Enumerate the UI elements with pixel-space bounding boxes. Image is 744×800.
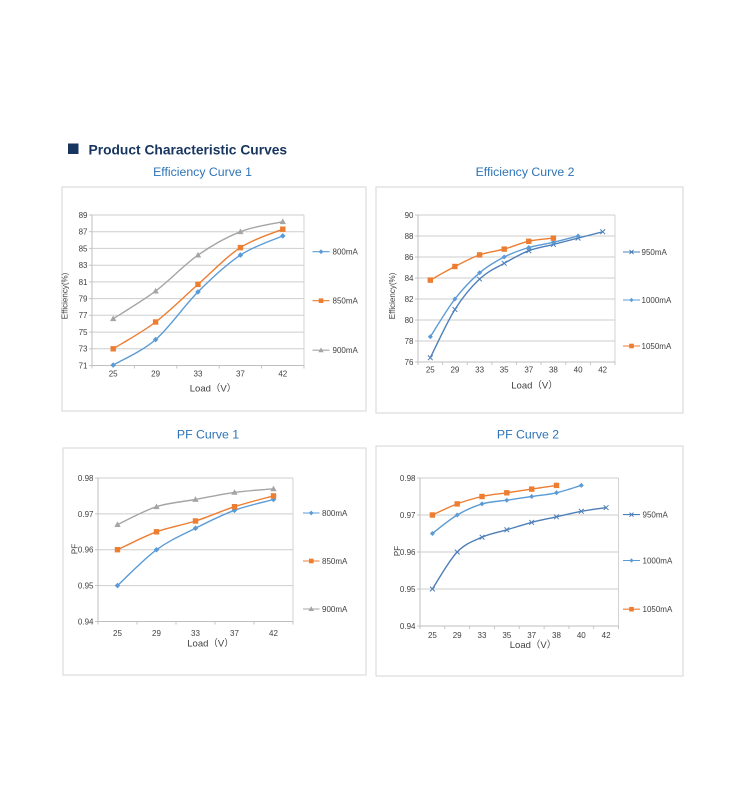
- svg-text:1000mA: 1000mA: [642, 296, 672, 305]
- svg-text:29: 29: [453, 631, 462, 640]
- svg-text:Product Characteristic Curves: Product Characteristic Curves: [89, 142, 288, 157]
- svg-text:87: 87: [79, 228, 88, 237]
- svg-text:76: 76: [405, 358, 414, 367]
- svg-text:25: 25: [109, 370, 118, 379]
- svg-text:33: 33: [191, 629, 200, 638]
- svg-text:77: 77: [79, 311, 88, 320]
- svg-text:PF Curve 2: PF Curve 2: [497, 427, 559, 441]
- svg-text:82: 82: [405, 295, 414, 304]
- svg-text:78: 78: [405, 337, 414, 346]
- svg-text:25: 25: [113, 629, 122, 638]
- svg-text:38: 38: [552, 631, 561, 640]
- svg-text:850mA: 850mA: [322, 557, 348, 566]
- svg-text:73: 73: [79, 345, 88, 354]
- svg-text:86: 86: [405, 253, 414, 262]
- svg-text:0.96: 0.96: [78, 546, 94, 555]
- svg-text:84: 84: [405, 274, 414, 283]
- svg-text:42: 42: [598, 366, 607, 375]
- svg-text:800mA: 800mA: [333, 248, 359, 257]
- svg-text:29: 29: [151, 370, 160, 379]
- svg-text:33: 33: [478, 631, 487, 640]
- svg-text:71: 71: [79, 361, 88, 370]
- svg-text:850mA: 850mA: [333, 297, 359, 306]
- svg-text:0.95: 0.95: [400, 585, 416, 594]
- svg-text:40: 40: [574, 366, 583, 375]
- svg-text:88: 88: [405, 232, 414, 241]
- svg-text:0.98: 0.98: [400, 474, 416, 483]
- svg-text:29: 29: [152, 629, 161, 638]
- svg-text:0.96: 0.96: [400, 548, 416, 557]
- svg-text:25: 25: [428, 631, 437, 640]
- svg-text:42: 42: [278, 370, 287, 379]
- svg-text:Load（V）: Load（V）: [190, 383, 236, 395]
- svg-text:40: 40: [577, 631, 586, 640]
- svg-text:79: 79: [79, 295, 88, 304]
- svg-text:1050mA: 1050mA: [642, 342, 672, 351]
- svg-text:37: 37: [527, 631, 536, 640]
- svg-text:PF: PF: [393, 546, 402, 556]
- svg-text:Load（V）: Load（V）: [511, 380, 557, 392]
- svg-text:Efficiency Curve 2: Efficiency Curve 2: [476, 165, 575, 179]
- svg-text:33: 33: [194, 370, 203, 379]
- svg-text:0.97: 0.97: [400, 511, 416, 520]
- svg-text:35: 35: [502, 631, 511, 640]
- svg-text:Load（V）: Load（V）: [510, 639, 556, 651]
- svg-text:PF: PF: [71, 544, 80, 554]
- svg-text:800mA: 800mA: [322, 509, 348, 518]
- svg-text:38: 38: [549, 366, 558, 375]
- svg-text:0.98: 0.98: [78, 474, 94, 483]
- svg-text:37: 37: [236, 370, 245, 379]
- svg-text:1000mA: 1000mA: [643, 556, 673, 565]
- svg-text:42: 42: [602, 631, 611, 640]
- svg-text:90: 90: [405, 211, 414, 220]
- svg-text:1050mA: 1050mA: [643, 605, 673, 614]
- svg-text:42: 42: [269, 629, 278, 638]
- svg-text:0.95: 0.95: [78, 582, 94, 591]
- svg-text:Efficiency(%): Efficiency(%): [388, 272, 397, 319]
- svg-text:950mA: 950mA: [643, 511, 669, 520]
- svg-text:83: 83: [79, 261, 88, 270]
- svg-text:900mA: 900mA: [333, 346, 359, 355]
- svg-text:75: 75: [79, 328, 88, 337]
- svg-text:Efficiency(%): Efficiency(%): [61, 272, 70, 319]
- svg-text:PF Curve 1: PF Curve 1: [177, 427, 239, 441]
- svg-text:0.94: 0.94: [78, 617, 94, 626]
- svg-text:Load（V）: Load（V）: [187, 638, 233, 650]
- svg-text:89: 89: [79, 211, 88, 220]
- svg-text:0.94: 0.94: [400, 622, 416, 631]
- svg-text:0.97: 0.97: [78, 510, 94, 519]
- svg-text:80: 80: [405, 316, 414, 325]
- svg-text:29: 29: [450, 366, 459, 375]
- svg-text:900mA: 900mA: [322, 605, 348, 614]
- svg-text:85: 85: [79, 244, 88, 253]
- svg-text:Efficiency Curve 1: Efficiency Curve 1: [153, 165, 252, 179]
- svg-text:950mA: 950mA: [642, 248, 668, 257]
- svg-text:81: 81: [79, 278, 88, 287]
- svg-text:25: 25: [426, 366, 435, 375]
- svg-text:37: 37: [524, 366, 533, 375]
- svg-text:37: 37: [230, 629, 239, 638]
- svg-text:35: 35: [500, 366, 509, 375]
- svg-text:33: 33: [475, 366, 484, 375]
